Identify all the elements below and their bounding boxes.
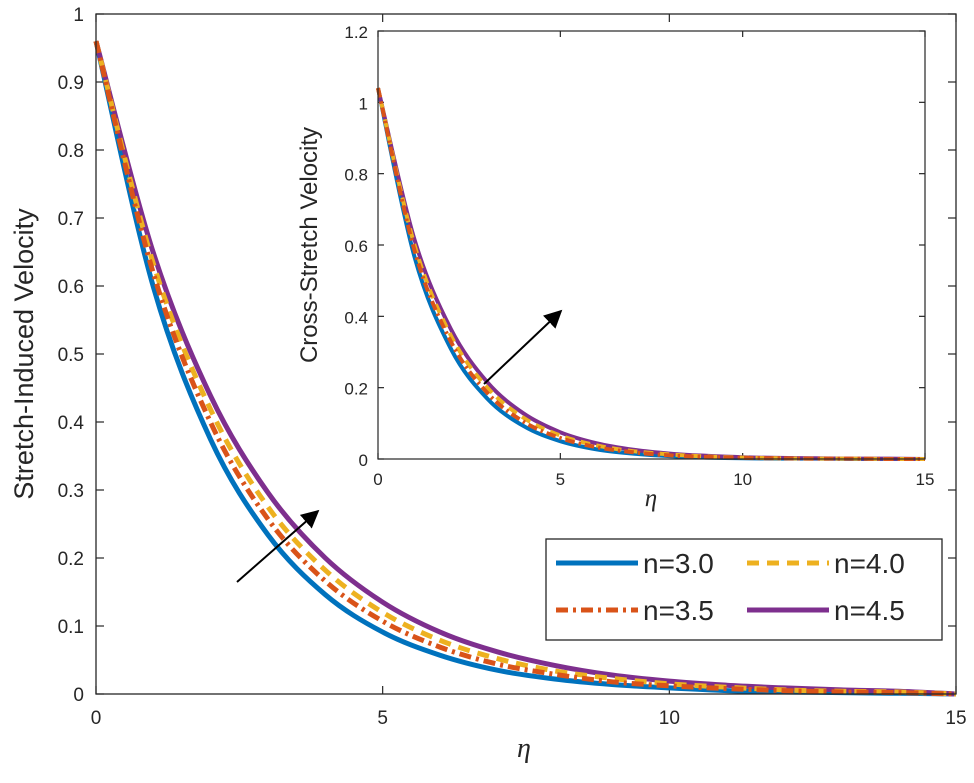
main-y-tick-label: 0 <box>73 685 84 706</box>
main-x-tick-label: 10 <box>659 708 680 729</box>
inset-y-tick-label: 0 <box>359 451 368 470</box>
main-series-n-4-5 <box>93 40 957 697</box>
main-arrow-annotation <box>236 509 320 583</box>
legend: n=3.0 n=4.0 n=3.5 n=4.5 <box>545 538 943 641</box>
inset-y-tick-label: 0.6 <box>344 237 368 256</box>
main-x-tick-label: 0 <box>91 708 102 729</box>
inset-ticks: 0 5 10 15 0 0.2 0.4 0.6 0.8 1 1.2 <box>344 23 934 489</box>
inset-plot-background <box>378 31 925 459</box>
main-plot-frame <box>95 13 957 695</box>
main-y-tick-label: 0.3 <box>58 481 84 502</box>
main-x-tick-label: 5 <box>377 708 388 729</box>
inset-x-tick-label: 15 <box>916 470 935 489</box>
inset-x-axis-label: η <box>645 485 657 512</box>
main-y-tick-label: 0.5 <box>58 345 84 366</box>
main-y-tick-label: 0.9 <box>58 73 84 94</box>
inset-y-tick-label: 0.8 <box>344 166 368 185</box>
main-y-tick-label: 0.8 <box>58 141 84 162</box>
main-series <box>93 40 957 697</box>
legend-label-n-4-5: n=4.5 <box>834 595 905 626</box>
main-y-tick-label: 0.2 <box>58 549 84 570</box>
main-y-tick-label: 0.7 <box>58 209 84 230</box>
legend-box <box>545 538 943 641</box>
main-y-tick-label: 0.4 <box>58 413 85 434</box>
main-y-tick-label: 0.1 <box>58 617 84 638</box>
inset-y-tick-label: 1.2 <box>344 23 368 42</box>
main-series-n-4-0 <box>93 40 957 697</box>
main-x-axis-label: η <box>517 733 531 764</box>
legend-label-n-3-0: n=3.0 <box>643 548 714 579</box>
main-series-n-3-5 <box>93 40 957 697</box>
inset-x-tick-label: 0 <box>373 470 382 489</box>
inset-y-tick-label: 0.4 <box>344 308 368 327</box>
inset-plot-frame <box>377 30 926 460</box>
inset-x-tick-label: 10 <box>733 470 752 489</box>
main-x-tick-label: 15 <box>945 708 966 729</box>
main-y-tick-label: 0.6 <box>58 277 84 298</box>
inset-plot: 0 5 10 15 0 0.2 0.4 0.6 0.8 1 1.2 Cross-Stretch Ve… <box>296 23 934 512</box>
inset-y-axis-label: Cross-Stretch Velocity <box>296 127 323 363</box>
main-y-tick-label: 1 <box>73 5 84 26</box>
inset-y-tick-label: 1 <box>359 94 368 113</box>
inset-x-tick-label: 5 <box>556 470 565 489</box>
legend-label-n-3-5: n=3.5 <box>643 595 714 626</box>
main-y-axis-label: Stretch-Induced Velocity <box>9 208 39 500</box>
legend-label-n-4-0: n=4.0 <box>834 548 905 579</box>
inset-y-tick-label: 0.2 <box>344 380 368 399</box>
legend-entries: n=3.0 n=4.0 n=3.5 n=4.5 <box>556 548 905 626</box>
inset-arrow-annotation <box>483 309 563 385</box>
